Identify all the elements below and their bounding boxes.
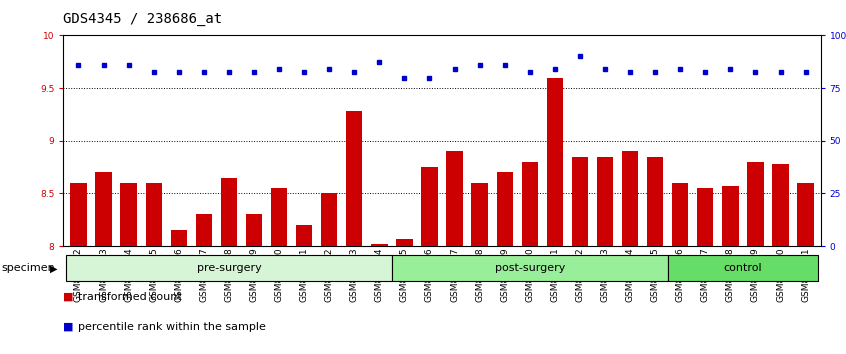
Bar [547,78,563,246]
Text: ■: ■ [63,322,74,332]
Bar [722,186,739,246]
Bar [66,255,392,281]
Bar [647,156,663,246]
Text: post-surgery: post-surgery [495,263,565,273]
Bar [392,255,667,281]
Bar [70,183,86,246]
Bar [447,151,463,246]
Text: ▶: ▶ [50,263,58,273]
Bar [96,172,112,246]
Bar [667,255,818,281]
Bar [672,183,689,246]
Text: GDS4345 / 238686_at: GDS4345 / 238686_at [63,12,222,27]
Text: specimen: specimen [2,263,56,273]
Bar [747,162,764,246]
Bar [246,215,262,246]
Text: control: control [723,263,762,273]
Bar [146,183,162,246]
Bar [221,178,237,246]
Text: transformed count: transformed count [78,292,182,302]
Bar [697,188,713,246]
Bar [798,183,814,246]
Bar [321,193,338,246]
Bar [572,156,588,246]
Bar [346,111,362,246]
Bar [271,188,287,246]
Bar [371,244,387,246]
Text: ■: ■ [63,292,74,302]
Bar [597,156,613,246]
Bar [120,183,137,246]
Bar [296,225,312,246]
Bar [471,183,488,246]
Bar [421,167,437,246]
Bar [171,230,187,246]
Bar [772,164,788,246]
Bar [497,172,513,246]
Text: pre-surgery: pre-surgery [196,263,261,273]
Bar [622,151,638,246]
Bar [522,162,538,246]
Bar [195,215,212,246]
Bar [396,239,413,246]
Text: percentile rank within the sample: percentile rank within the sample [78,322,266,332]
